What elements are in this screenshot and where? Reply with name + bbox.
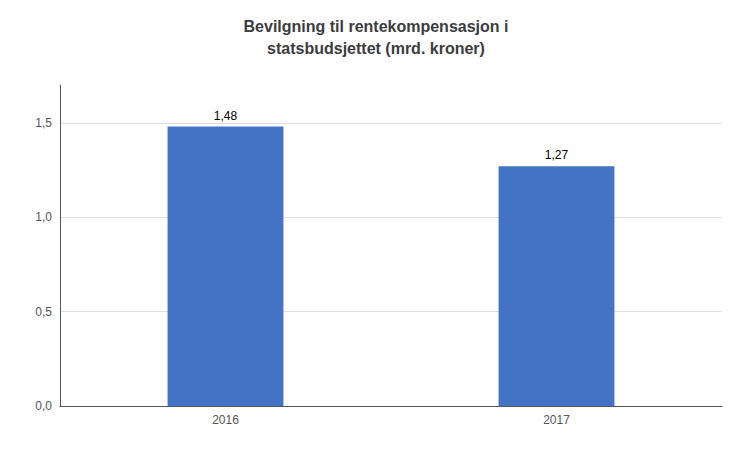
svg-text:2017: 2017 (543, 413, 570, 427)
svg-text:1,0: 1,0 (35, 210, 52, 224)
svg-text:2016: 2016 (212, 413, 239, 427)
svg-text:statsbudsjettet (mrd. kroner): statsbudsjettet (mrd. kroner) (267, 40, 485, 57)
svg-text:0,5: 0,5 (35, 305, 52, 319)
svg-text:1,48: 1,48 (214, 109, 238, 123)
svg-text:0,0: 0,0 (35, 399, 52, 413)
svg-text:1,5: 1,5 (35, 116, 52, 130)
svg-text:1,27: 1,27 (545, 148, 569, 162)
svg-text:Bevilgning til rentekompensasj: Bevilgning til rentekompensasjon i (244, 18, 509, 35)
